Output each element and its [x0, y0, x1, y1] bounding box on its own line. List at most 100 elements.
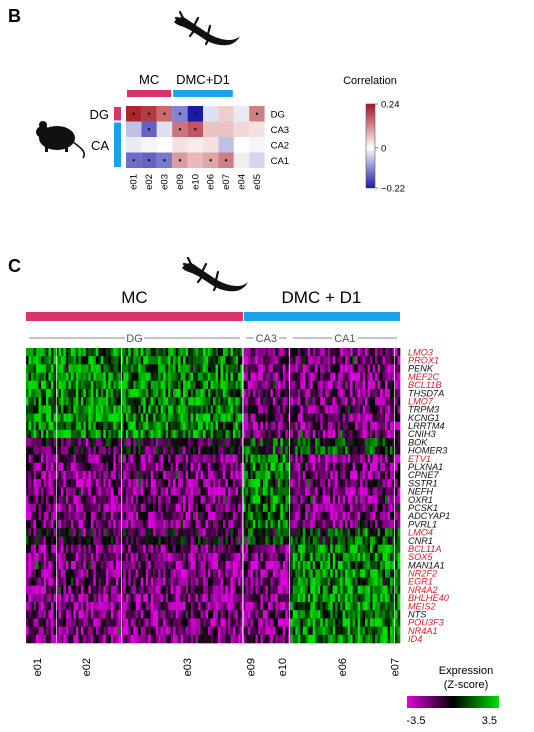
expr-cell: [130, 479, 134, 488]
expr-cell: [360, 593, 363, 603]
expr-cell: [95, 610, 99, 619]
expr-cell: [45, 348, 49, 357]
expr-cell: [45, 495, 49, 504]
expr-cell: [113, 405, 117, 414]
expr-cell: [188, 380, 191, 390]
expr-cell: [195, 470, 199, 480]
expr-cell: [220, 413, 224, 423]
expr-cell: [275, 544, 279, 554]
expr-cell: [365, 364, 368, 373]
expr-cell: [257, 413, 261, 423]
expr-cell: [352, 536, 356, 545]
expr-cell: [205, 429, 209, 439]
expr-cell: [300, 405, 304, 414]
expr-cell: [367, 520, 371, 529]
expr-cell: [50, 348, 54, 357]
expr-cell: [262, 397, 266, 406]
expr-cell: [160, 569, 164, 578]
expr-cell: [123, 462, 127, 472]
expr-cell: [205, 454, 209, 464]
expr-cell: [105, 380, 109, 390]
expr-cell: [272, 585, 276, 595]
expr-cell: [75, 602, 79, 611]
expr-cell: [347, 470, 351, 480]
expr-cell: [78, 585, 82, 595]
expr-cell: [175, 372, 179, 382]
expr-cell: [98, 602, 102, 611]
expr-cell: [377, 593, 381, 603]
expr-cell: [282, 561, 286, 570]
expr-cell: [173, 577, 176, 586]
expr-cell: [292, 348, 296, 357]
expr-cell: [40, 421, 44, 431]
expr-cell: [322, 364, 326, 373]
expr-cell: [208, 446, 211, 455]
expr-cell: [235, 438, 239, 447]
expr-cell: [310, 364, 314, 373]
expr-cell: [355, 397, 358, 406]
expr-cell: [322, 520, 326, 529]
expr-cell: [195, 552, 199, 562]
expr-cell: [330, 388, 333, 398]
expr-cell: [275, 364, 279, 373]
expr-cell: [108, 364, 112, 373]
expr-cell: [350, 348, 353, 357]
expr-cell: [98, 462, 102, 472]
expr-cell: [128, 462, 132, 472]
expr-cell: [225, 405, 229, 414]
expr-cell: [70, 577, 74, 586]
expr-cell: [322, 602, 326, 611]
expr-cell: [175, 577, 179, 586]
expr-cell: [73, 569, 77, 578]
expr-cell: [245, 495, 249, 504]
expr-cell: [325, 470, 328, 480]
expr-cell: [395, 503, 398, 513]
expr-cell: [395, 520, 398, 529]
expr-cell: [158, 364, 161, 373]
expr-cell: [155, 421, 159, 431]
expr-cell: [73, 585, 77, 595]
corr-col-group-bar: [173, 90, 233, 97]
expr-cell: [43, 528, 47, 537]
expr-cell: [380, 380, 383, 390]
expr-cell: [357, 388, 361, 398]
expr-cell: [128, 356, 132, 365]
expr-cell: [188, 569, 191, 578]
expr-cell: [247, 356, 251, 365]
expr-cell: [235, 356, 239, 365]
expr-cell: [63, 593, 67, 603]
expr-cell: [222, 438, 226, 447]
expr-cell: [170, 577, 174, 586]
expr-cell: [193, 593, 196, 603]
expr-cell: [100, 511, 104, 521]
expr-cell: [350, 569, 353, 578]
expr-cell: [277, 544, 281, 554]
expr-cell: [33, 528, 37, 537]
expr-cell: [385, 479, 388, 488]
expr-cell: [322, 356, 326, 365]
expr-cell: [28, 520, 32, 529]
expr-cell: [280, 569, 284, 578]
expr-cell: [285, 552, 289, 562]
expr-cell: [48, 569, 52, 578]
expr-cell: [327, 421, 331, 431]
expr-cell: [130, 610, 134, 619]
expr-cell: [90, 528, 94, 537]
expr-cell: [183, 438, 186, 447]
expr-cell: [200, 593, 204, 603]
expr-cell: [45, 479, 49, 488]
expr-cell: [292, 405, 296, 414]
expr-cell: [272, 348, 276, 357]
expr-cell: [342, 479, 346, 488]
expr-cell: [93, 536, 97, 545]
expr-cell: [120, 610, 124, 619]
expr-cell: [190, 413, 194, 423]
expr-cell: [365, 429, 368, 439]
expr-cell: [193, 438, 196, 447]
expr-cell: [175, 593, 179, 603]
expr-cell: [198, 544, 201, 554]
expr-cell: [58, 511, 62, 521]
expr-cell: [98, 421, 102, 431]
expr-cell: [200, 503, 204, 513]
expr-cell: [352, 438, 356, 447]
